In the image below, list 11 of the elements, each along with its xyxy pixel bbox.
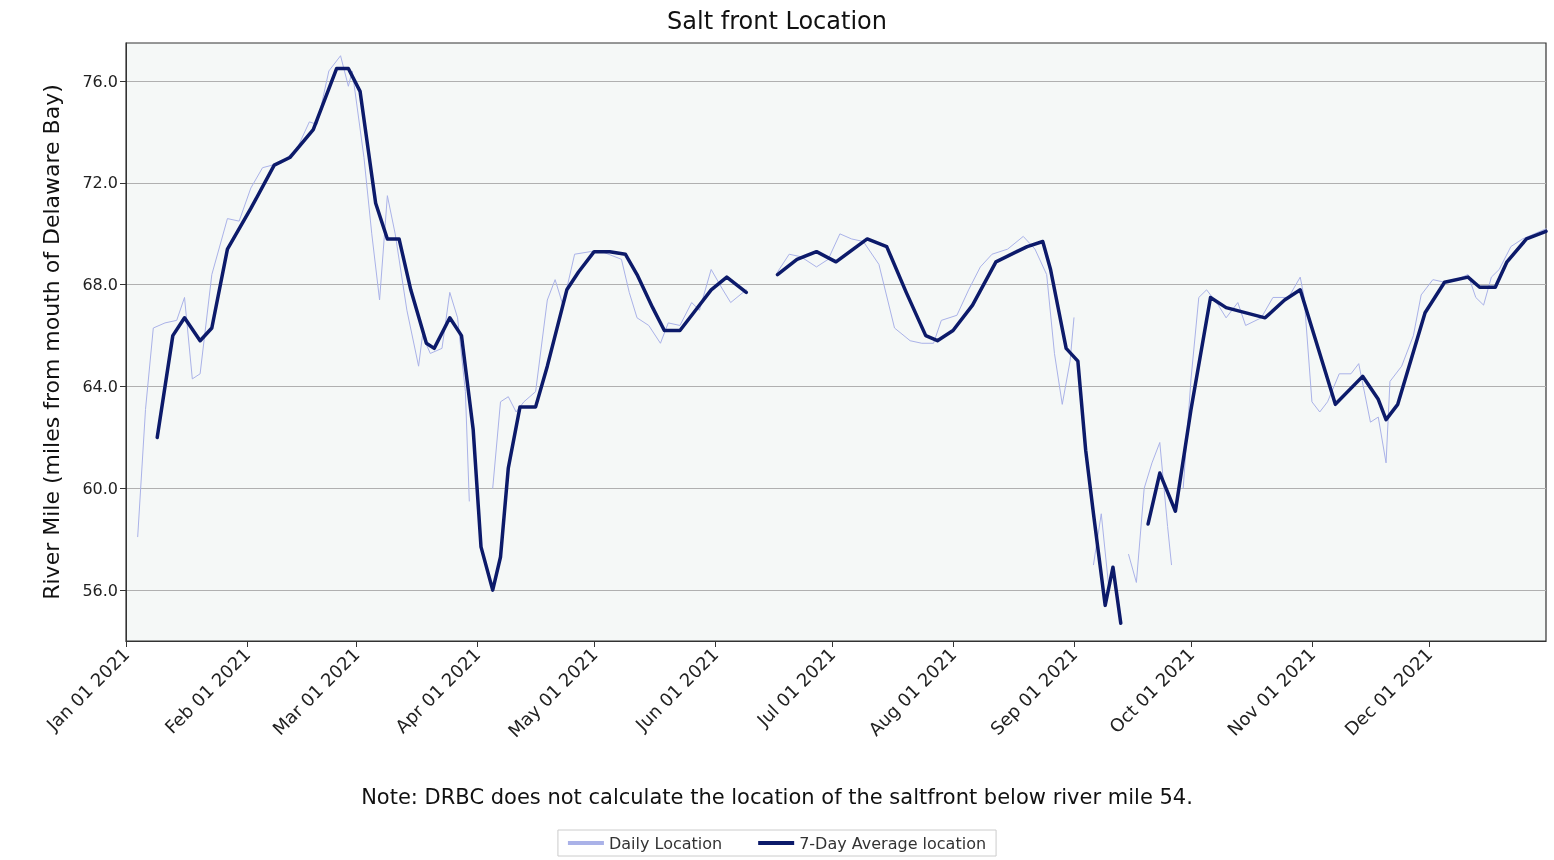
text: Note: DRBC does not calculate the location of the saltfront below river mile 54. [361, 784, 1193, 809]
y-tick-label: 72.0 [82, 173, 118, 193]
legend-label: 7-Day Average location [799, 833, 987, 853]
y-tick-label: 76.0 [82, 71, 118, 91]
y-tick-label: 60.0 [82, 478, 118, 498]
y-tick-label: 68.0 [82, 275, 118, 295]
y-axis-title: River Mile (miles from mouth of Delaware Bay) [38, 84, 64, 600]
y-tick-label: 56.0 [82, 580, 118, 600]
chart-title: Salt front Location [667, 7, 887, 35]
legend-label: Daily Location [608, 833, 723, 853]
y-tick-label: 64.0 [82, 377, 118, 397]
